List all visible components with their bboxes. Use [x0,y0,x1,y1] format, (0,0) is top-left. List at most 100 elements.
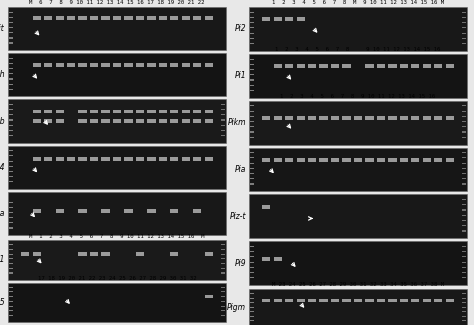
Text: Pi2: Pi2 [234,24,246,33]
Bar [462,293,466,294]
Bar [9,268,13,269]
Bar [462,183,466,185]
Bar [221,114,225,115]
Bar [462,316,466,317]
Bar [147,110,155,113]
Bar [434,64,442,68]
Bar [9,109,13,110]
Bar [250,121,254,122]
Bar [124,119,133,123]
Bar [221,315,225,316]
Bar [273,257,282,261]
Text: 1  2  3  4  5  6  7  8  9 10 11 12 13 14 15 16: 1 2 3 4 5 6 7 8 9 10 11 12 13 14 15 16 [281,94,436,99]
Bar [124,110,133,113]
Bar [8,282,226,322]
Bar [9,287,13,288]
Bar [9,272,13,274]
Bar [388,116,397,120]
Bar [44,16,52,20]
Bar [9,166,13,167]
Bar [249,101,467,145]
Bar [462,136,466,138]
Text: Pita: Pita [0,209,5,218]
Bar [249,289,467,325]
Bar [400,299,408,302]
Bar [33,252,41,255]
Bar [319,64,328,68]
Bar [9,130,13,131]
Bar [250,136,254,138]
Bar [342,116,351,120]
Bar [377,64,385,68]
Bar [388,299,397,302]
Bar [147,63,155,67]
Text: M  1  2  3  4  5  6  7  8  9 10 11 12 13 14 15 16  M: M 1 2 3 4 5 6 7 8 9 10 11 12 13 14 15 16… [29,233,205,239]
Bar [113,110,121,113]
Bar [193,119,201,123]
Bar [221,130,225,131]
Bar [221,310,225,311]
Bar [400,64,408,68]
Bar [55,158,64,162]
Bar [193,63,201,67]
Bar [147,158,155,162]
Bar [9,296,13,297]
Bar [9,258,13,259]
Bar [308,158,316,162]
Bar [205,119,213,123]
Bar [159,63,167,67]
Bar [297,17,305,21]
Bar [462,225,466,226]
Bar [9,104,13,105]
Bar [250,168,254,169]
Bar [55,110,64,113]
Bar [101,209,109,213]
Bar [250,256,254,257]
Bar [9,32,13,33]
Bar [79,209,87,213]
Bar [462,215,466,216]
Bar [250,58,254,59]
Bar [90,16,98,20]
Bar [159,16,167,20]
Bar [8,146,226,189]
Bar [9,301,13,302]
Bar [462,17,466,18]
Bar [250,302,254,303]
Bar [101,119,109,123]
Text: 1  2  3  4  5  6  7  8  M  9 10 11 12 13 14 15 16 M: 1 2 3 4 5 6 7 8 M 9 10 11 12 13 14 15 16… [272,1,444,6]
Bar [90,119,98,123]
Text: Pi54: Pi54 [0,163,5,172]
Bar [9,120,13,121]
Bar [9,63,13,64]
Bar [182,63,190,67]
Bar [250,105,254,106]
Bar [273,17,282,21]
Bar [446,64,454,68]
Bar [90,158,98,162]
Bar [250,116,254,117]
Bar [462,158,466,159]
Bar [462,178,466,179]
Bar [250,69,254,70]
Bar [170,158,179,162]
Bar [354,116,362,120]
Bar [434,299,442,302]
Bar [250,173,254,174]
Bar [423,158,431,162]
Text: Pb1: Pb1 [0,255,5,264]
Bar [462,12,466,13]
Bar [250,307,254,308]
Bar [462,131,466,133]
Bar [462,277,466,279]
Bar [159,119,167,123]
Bar [193,16,201,20]
Bar [342,299,351,302]
Bar [462,320,466,321]
Bar [9,217,13,218]
Bar [9,310,13,311]
Bar [193,110,201,113]
Bar [331,116,339,120]
Bar [136,119,144,123]
Bar [354,299,362,302]
